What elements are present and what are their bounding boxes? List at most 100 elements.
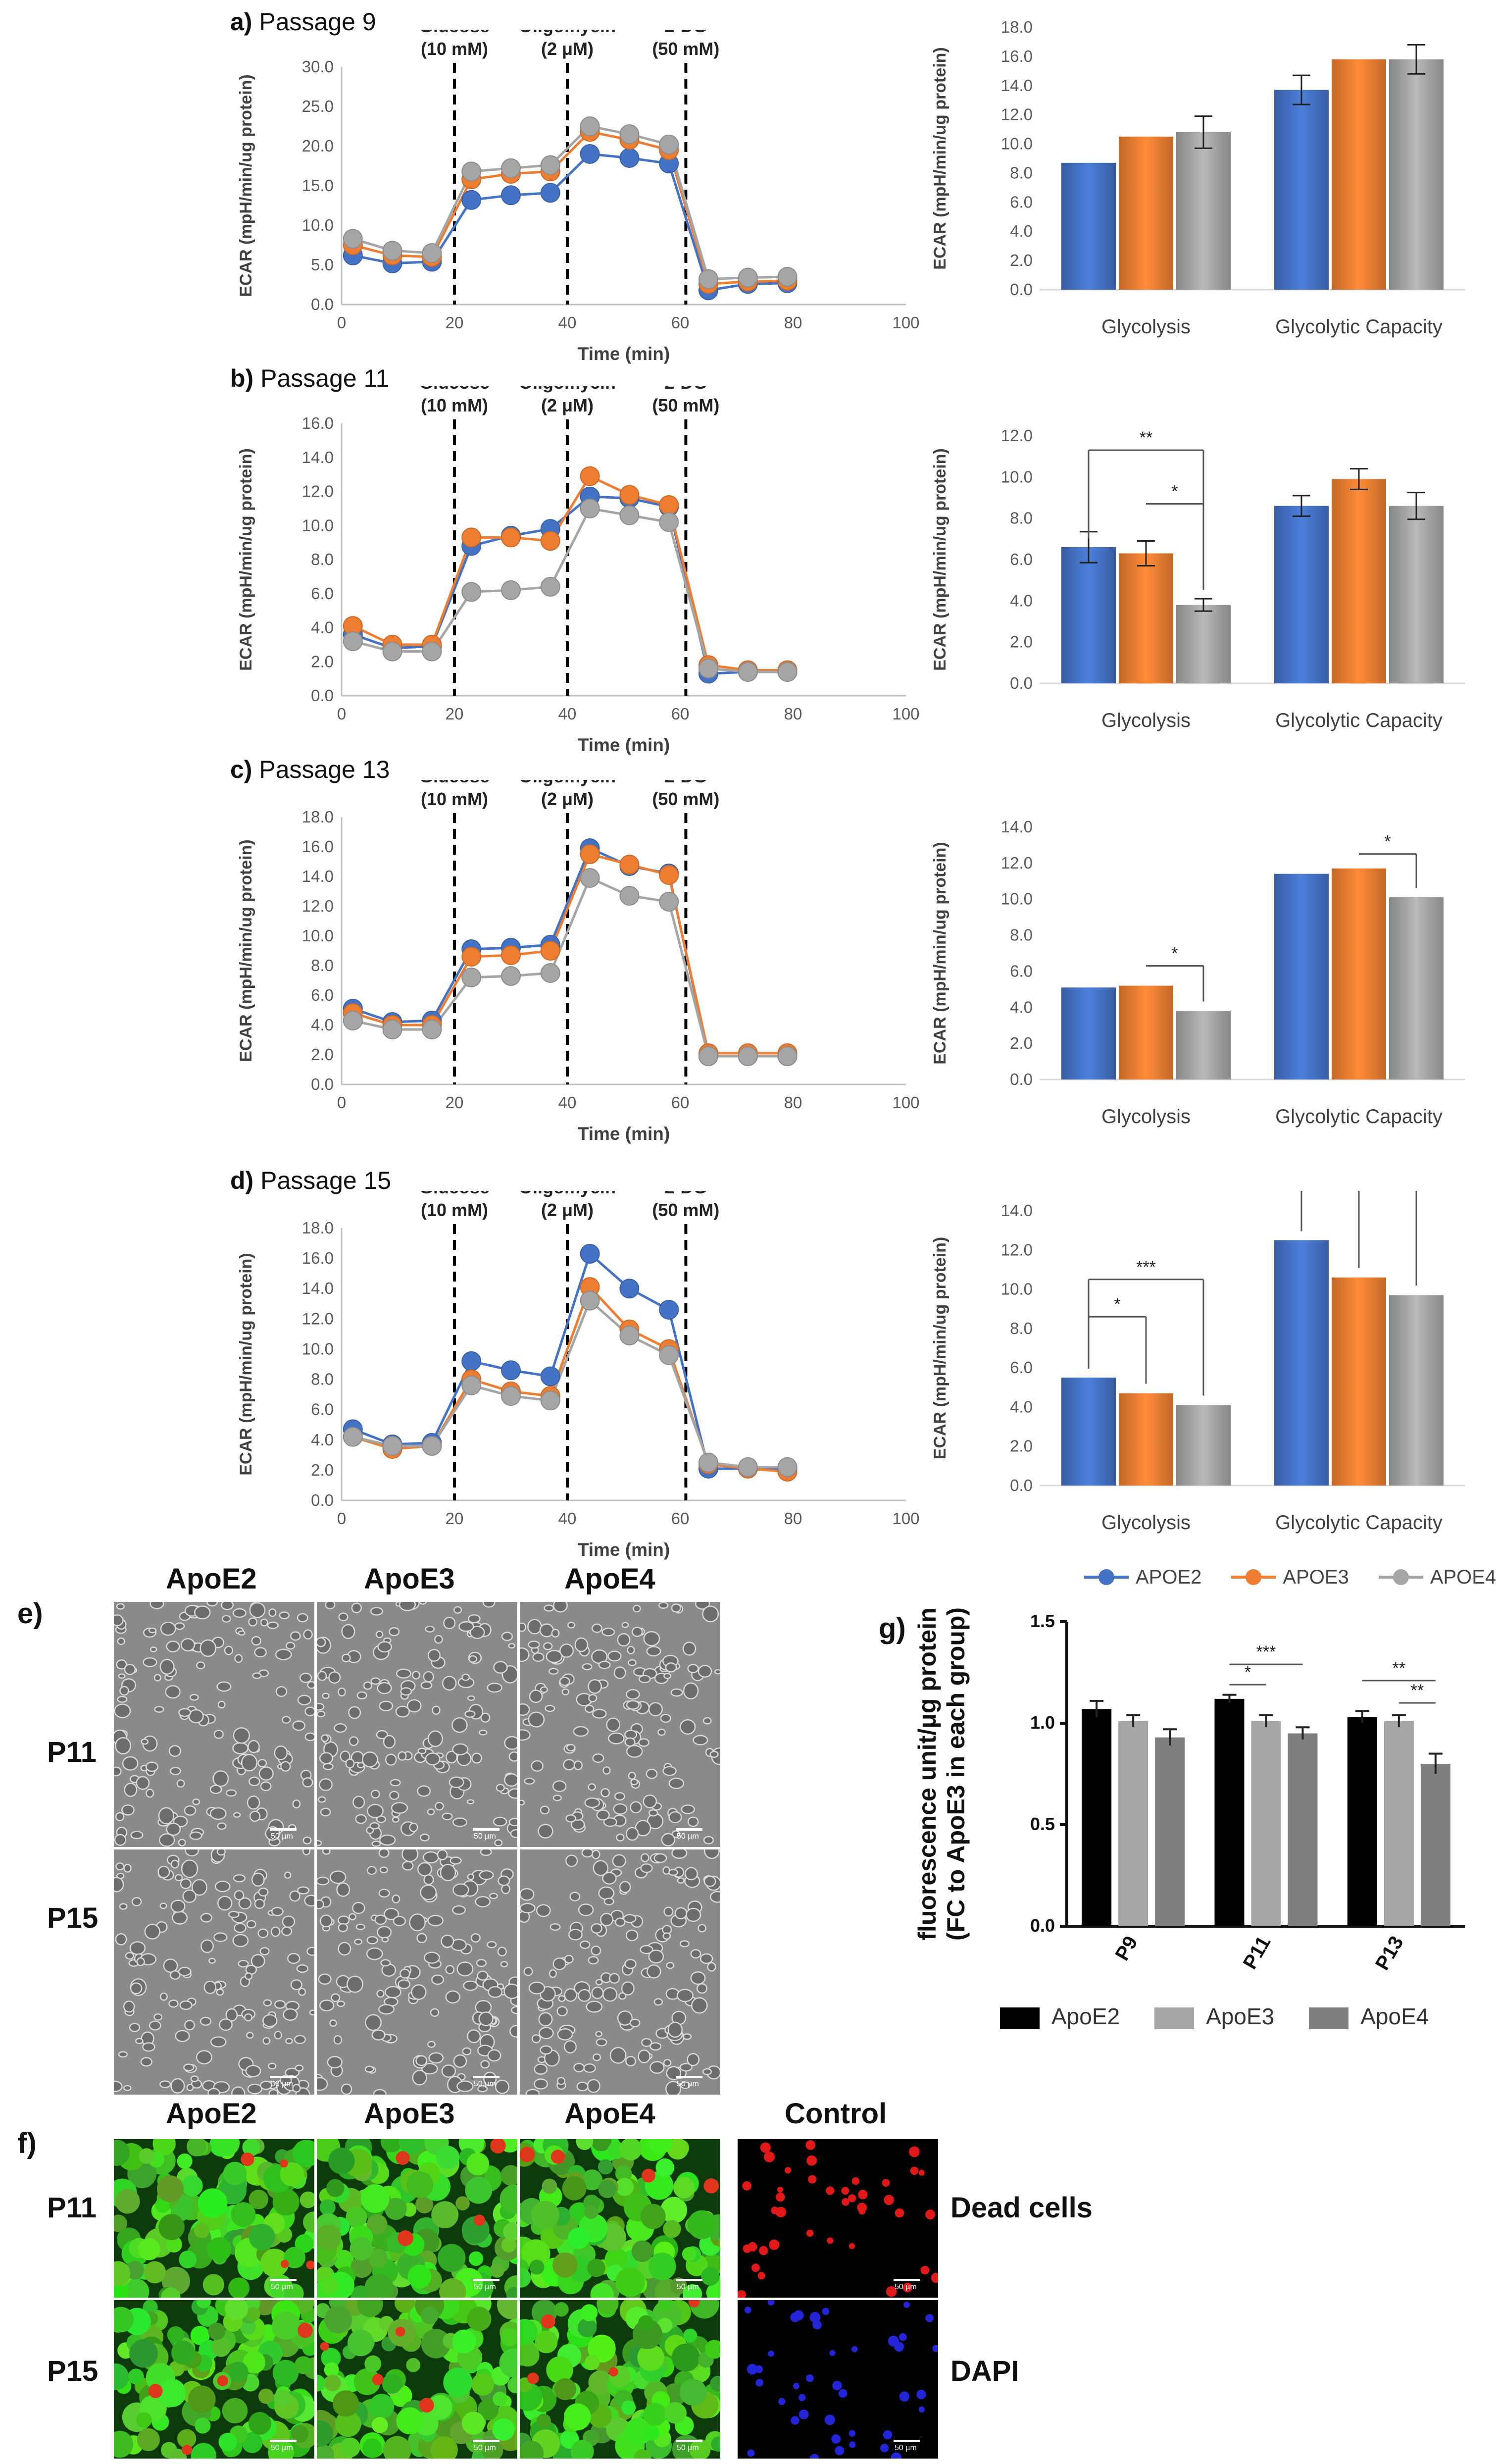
data-point-apoe3 (461, 947, 482, 967)
cell (462, 2047, 472, 2055)
cell (318, 1796, 326, 1803)
cell (563, 1759, 576, 1771)
scale-bar (270, 2279, 297, 2281)
cell (449, 1856, 462, 1865)
dead-cell (882, 2179, 890, 2187)
legend-apoe3: ApoE3 (1154, 2003, 1274, 2030)
cell (595, 2031, 602, 2037)
cell (629, 2018, 641, 2028)
cell (665, 2081, 681, 2095)
live-cell (581, 2169, 602, 2191)
live-cell (576, 2139, 594, 2150)
dead-cell (241, 2153, 254, 2166)
cell (115, 1933, 127, 1946)
live-cell (563, 2403, 591, 2431)
live-cell (144, 2261, 166, 2284)
cell (307, 1681, 314, 1689)
cell (234, 1890, 245, 1900)
cell (150, 1602, 164, 1609)
cell (480, 1712, 491, 1723)
bar-apoe3 (1119, 1393, 1173, 1486)
injection-concentration: (50 mM) (652, 789, 719, 809)
dead-cell (398, 2230, 413, 2246)
cell (648, 1950, 664, 1964)
cell (338, 1612, 349, 1622)
cell (163, 1958, 178, 1973)
cell (355, 1814, 367, 1824)
live-cell (598, 2180, 616, 2198)
cell (369, 1822, 380, 1830)
cell (247, 1796, 260, 1810)
y-tick-label: 30.0 (302, 57, 334, 76)
cell (317, 1840, 322, 1847)
cell (564, 1988, 577, 2002)
category-label: Glycolysis (1101, 1106, 1191, 1128)
cell (317, 1710, 326, 1718)
cell (545, 1705, 555, 1712)
cell (681, 1804, 695, 1814)
cell (409, 1822, 418, 1832)
cell (591, 1923, 602, 1934)
dead-cells-label: Dead cells (950, 2192, 1093, 2224)
cell (115, 1737, 132, 1755)
live-cell (631, 2240, 653, 2262)
dead-cell (805, 2140, 816, 2150)
cell (532, 1652, 545, 1662)
cell (213, 1932, 228, 1942)
dead-cell (827, 2237, 834, 2244)
dead-cell (910, 2166, 919, 2175)
dead-cell (848, 2194, 856, 2203)
cell (373, 2089, 387, 2095)
cell (322, 1693, 330, 1699)
cell (383, 1735, 396, 1749)
live-cell (471, 2373, 495, 2396)
cell (452, 1743, 469, 1755)
cell (602, 1766, 611, 1775)
cell (296, 1964, 309, 1973)
cell (200, 1913, 212, 1923)
legend-label: ApoE2 (1051, 2003, 1120, 2029)
cell (334, 1723, 347, 1733)
injection-label: Glucose (419, 386, 490, 393)
y-tick-label: 16.0 (302, 414, 334, 432)
live-cell (591, 2139, 612, 2152)
cell (480, 2060, 490, 2069)
cell (657, 1729, 666, 1736)
live-cell (317, 2224, 342, 2251)
live-cell (465, 2176, 493, 2204)
live-cell (293, 2140, 314, 2167)
cell (142, 2042, 155, 2052)
live-cell (211, 2337, 231, 2357)
bar-apoe4 (1389, 1295, 1444, 1486)
cell (520, 1902, 536, 1913)
cell (666, 1962, 675, 1969)
cell (477, 1970, 489, 1981)
y-axis-label: ECAR (mpH/min/ug protein) (931, 448, 949, 671)
y-axis-label: ECAR (mpH/min/ug protein) (931, 47, 949, 270)
cell (170, 1899, 186, 1913)
cell (683, 1682, 699, 1699)
live-cell (194, 2222, 210, 2238)
cell (363, 1681, 372, 1690)
x-tick-label: 20 (446, 1509, 464, 1528)
cell (427, 1808, 435, 1815)
data-point-apoe4 (659, 892, 679, 912)
cell (244, 2013, 253, 2022)
panel-label: Passage 13 (259, 756, 390, 783)
cell (536, 1904, 551, 1917)
cell (558, 1995, 566, 2002)
nucleus (778, 2398, 786, 2406)
dead-cell (751, 2263, 760, 2272)
live-cell (598, 2159, 613, 2175)
bar-apoe3 (1332, 59, 1386, 290)
injection-concentration: (2 μM) (541, 39, 594, 59)
data-point-apoe3 (461, 527, 482, 548)
scale-bar-label: 50 µm (271, 2283, 293, 2291)
dead-cell (764, 2151, 775, 2162)
nucleus (835, 2446, 845, 2456)
live-cell (335, 2411, 361, 2437)
dead-cell (148, 2384, 163, 2399)
cell (297, 1886, 310, 1895)
y-tick-label: 6.0 (311, 986, 334, 1004)
cell (573, 1760, 583, 1770)
